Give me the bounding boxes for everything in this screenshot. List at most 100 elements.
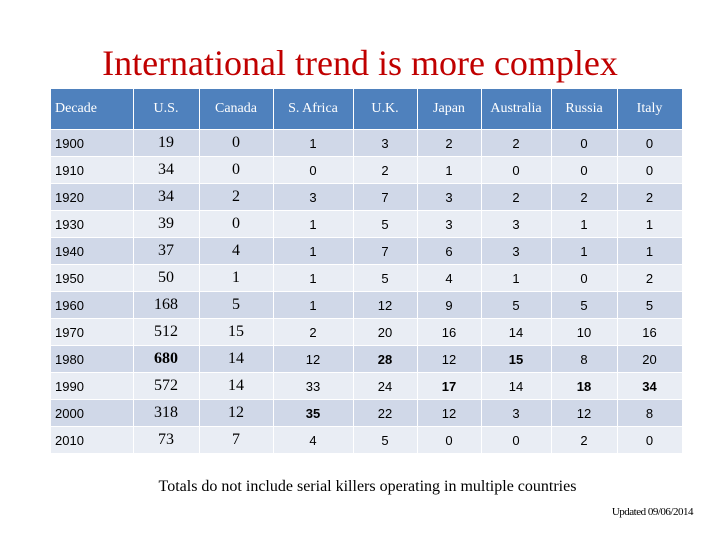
count-cell: 0 [551,156,618,184]
count-cell: 5 [481,291,552,319]
table-row: 1920 34 2 3 7 3 2 2 2 [51,183,683,211]
count-cell: 37 [133,237,200,265]
count-cell: 0 [481,426,552,453]
count-cell: 1 [273,210,354,238]
count-cell: 12 [417,345,482,373]
count-cell: 2 [353,156,418,184]
footnote: Totals do not include serial killers ope… [158,478,577,495]
count-cell: 5 [353,210,418,238]
count-cell: 39 [133,210,200,238]
count-cell: 14 [199,345,274,373]
table-row: 1900 19 0 1 3 2 2 0 0 [51,129,683,157]
count-cell: 22 [353,399,418,427]
count-cell: 16 [617,318,683,346]
header-japan: Japan [417,89,482,130]
count-cell: 2 [273,318,354,346]
count-cell: 1 [481,264,552,292]
table-row: 2000 318 12 35 22 12 3 12 8 [51,399,683,427]
header-australia: Australia [481,89,552,130]
header-uk: U.K. [353,89,418,130]
count-cell: 1 [273,129,354,157]
count-cell: 19 [133,129,200,157]
header-us: U.S. [133,89,200,130]
table-row: 1950 50 1 1 5 4 1 0 2 [51,264,683,292]
count-cell: 15 [481,345,552,373]
decade-cell: 1900 [51,129,134,157]
count-cell: 1 [273,264,354,292]
count-cell: 1 [617,237,683,265]
decade-cell: 2010 [51,426,134,453]
count-cell: 3 [417,210,482,238]
count-cell: 5 [551,291,618,319]
count-cell: 2 [481,183,552,211]
count-cell: 0 [551,264,618,292]
count-cell: 5 [353,264,418,292]
count-cell: 1 [417,156,482,184]
count-cell: 4 [273,426,354,453]
count-cell: 12 [353,291,418,319]
count-cell: 7 [353,237,418,265]
table-row: 1930 39 0 1 5 3 3 1 1 [51,210,683,238]
count-cell: 1 [273,291,354,319]
count-cell: 33 [273,372,354,400]
table-row: 1990 572 14 33 24 17 14 18 34 [51,372,683,400]
count-cell: 4 [199,237,274,265]
count-cell: 20 [617,345,683,373]
count-cell: 34 [617,372,683,400]
count-cell: 14 [481,318,552,346]
count-cell: 5 [353,426,418,453]
count-cell: 50 [133,264,200,292]
count-cell: 0 [617,129,683,157]
count-cell: 0 [199,210,274,238]
count-cell: 0 [199,156,274,184]
count-cell: 3 [273,183,354,211]
decade-cell: 2000 [51,399,134,427]
count-cell: 14 [199,372,274,400]
count-cell: 4 [417,264,482,292]
count-cell: 18 [551,372,618,400]
count-cell: 0 [617,156,683,184]
count-cell: 2 [417,129,482,157]
count-cell: 12 [551,399,618,427]
count-cell: 2 [551,183,618,211]
count-cell: 7 [353,183,418,211]
count-cell: 1 [617,210,683,238]
count-cell: 12 [273,345,354,373]
count-cell: 0 [417,426,482,453]
count-cell: 73 [133,426,200,453]
count-cell: 12 [199,399,274,427]
count-cell: 3 [481,399,552,427]
decade-cell: 1960 [51,291,134,319]
count-cell: 5 [199,291,274,319]
count-cell: 0 [481,156,552,184]
decade-cell: 1940 [51,237,134,265]
count-cell: 680 [133,345,200,373]
count-cell: 5 [617,291,683,319]
count-cell: 7 [199,426,274,453]
count-cell: 12 [417,399,482,427]
count-cell: 10 [551,318,618,346]
count-cell: 168 [133,291,200,319]
count-cell: 17 [417,372,482,400]
count-cell: 35 [273,399,354,427]
table-row: 1970 512 15 2 20 16 14 10 16 [51,318,683,346]
count-cell: 318 [133,399,200,427]
table-header-row: Decade U.S. Canada S. Africa U.K. Japan … [51,89,683,130]
count-cell: 0 [273,156,354,184]
updated-date: Updated 09/06/2014 [611,506,694,518]
decade-cell: 1920 [51,183,134,211]
count-cell: 3 [481,210,552,238]
count-cell: 20 [353,318,418,346]
count-cell: 8 [617,399,683,427]
count-cell: 28 [353,345,418,373]
count-cell: 2 [617,264,683,292]
count-cell: 0 [617,426,683,453]
header-decade: Decade [51,89,134,130]
count-cell: 2 [481,129,552,157]
header-italy: Italy [617,89,683,130]
count-cell: 2 [551,426,618,453]
count-cell: 8 [551,345,618,373]
header-russia: Russia [551,89,618,130]
table-row: 2010 73 7 4 5 0 0 2 0 [51,426,683,453]
count-cell: 1 [199,264,274,292]
